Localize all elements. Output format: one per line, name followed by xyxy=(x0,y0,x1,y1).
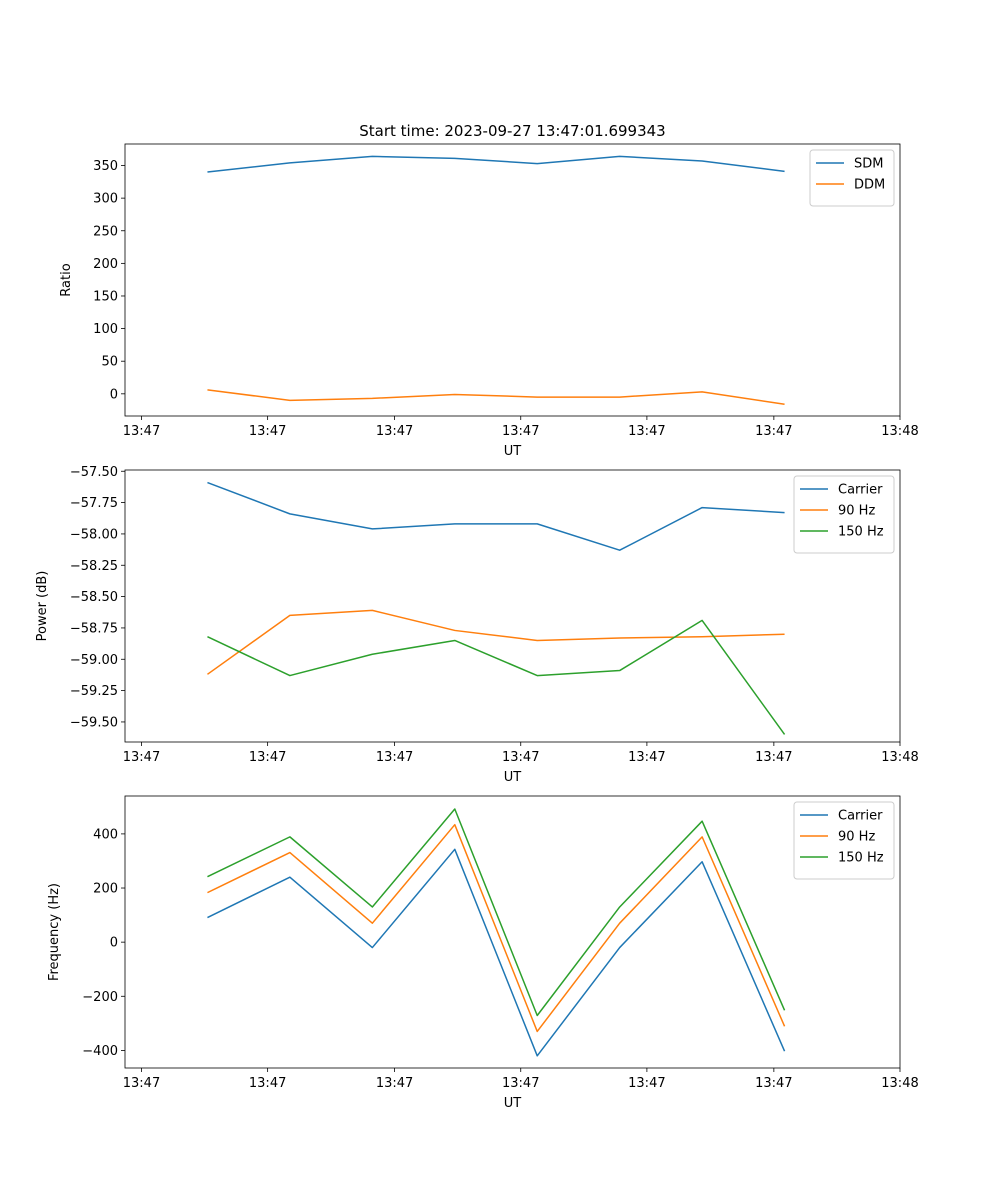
y-tick-label: −58.75 xyxy=(70,621,118,636)
series-line-ddm xyxy=(207,389,785,406)
y-tick-label: −59.00 xyxy=(70,653,118,668)
series-line-sdm xyxy=(207,155,785,173)
x-tick-label: 13:47 xyxy=(249,1076,286,1091)
y-axis-label: Power (dB) xyxy=(35,571,50,642)
y-tick-label: 400 xyxy=(93,827,118,842)
legend-label: SDM xyxy=(854,157,883,172)
legend: Carrier 90 Hz 150 Hz xyxy=(793,801,895,880)
legend-label: Carrier xyxy=(838,809,883,824)
x-tick-label: 13:48 xyxy=(881,750,918,765)
x-tick-label: 13:48 xyxy=(881,424,918,439)
axes-frame xyxy=(124,469,901,743)
legend-box xyxy=(793,475,895,554)
y-axis-label: Frequency (Hz) xyxy=(47,883,62,981)
y-tick-label: −58.50 xyxy=(70,590,118,605)
series-line-90-hz xyxy=(207,609,785,675)
y-tick-label: 200 xyxy=(93,257,118,272)
x-tick-label: 13:47 xyxy=(502,750,539,765)
x-tick-label: 13:47 xyxy=(376,750,413,765)
legend-label: 90 Hz xyxy=(838,504,875,519)
x-tick-label: 13:47 xyxy=(755,424,792,439)
legend: SDM DDM xyxy=(809,149,895,207)
chart-2: 13:47 13:47 13:47 13:47 13:47 13:47 13:48 −57.5… xyxy=(35,465,919,785)
x-axis-label: UT xyxy=(504,1096,522,1111)
series-line-carrier xyxy=(207,848,786,1057)
series-line-carrier xyxy=(207,481,785,551)
legend-label: 90 Hz xyxy=(838,830,875,845)
chart-3: 13:47 13:47 13:47 13:47 13:47 13:47 13:48 400 20… xyxy=(47,795,919,1111)
series-line-150-hz xyxy=(207,808,786,1017)
y-tick-label: −58.25 xyxy=(70,559,118,574)
legend-box xyxy=(793,801,895,880)
axes-frame xyxy=(124,143,901,417)
x-tick-label: 13:47 xyxy=(755,1076,792,1091)
chart-1: Start time: 2023-09-27 13:47:01.699343 13… xyxy=(59,122,919,459)
y-tick-label: 200 xyxy=(93,882,118,897)
legend-label: Carrier xyxy=(838,483,883,498)
y-tick-label: −200 xyxy=(82,990,118,1005)
y-tick-label: −57.75 xyxy=(70,496,118,511)
y-tick-label: 0 xyxy=(110,387,118,402)
y-tick-label: 150 xyxy=(93,289,118,304)
axes-frame xyxy=(124,795,901,1069)
y-tick-label: −59.50 xyxy=(70,715,118,730)
y-tick-label: 300 xyxy=(93,192,118,207)
y-tick-label: 100 xyxy=(93,322,118,337)
y-tick-label: 50 xyxy=(101,355,118,370)
x-tick-label: 13:47 xyxy=(376,1076,413,1091)
x-tick-label: 13:47 xyxy=(123,424,160,439)
x-axis-label: UT xyxy=(504,770,522,785)
chart-title: Start time: 2023-09-27 13:47:01.699343 xyxy=(359,122,665,140)
x-tick-label: 13:47 xyxy=(628,424,665,439)
x-tick-label: 13:47 xyxy=(376,424,413,439)
y-tick-label: −58.00 xyxy=(70,527,118,542)
x-tick-label: 13:47 xyxy=(249,750,286,765)
legend: Carrier 90 Hz 150 Hz xyxy=(793,475,895,554)
legend-label: 150 Hz xyxy=(838,851,884,866)
y-tick-label: 250 xyxy=(93,224,118,239)
y-tick-label: −400 xyxy=(82,1044,118,1059)
x-tick-label: 13:47 xyxy=(755,750,792,765)
legend-box xyxy=(809,149,895,207)
y-tick-label: −57.50 xyxy=(70,465,118,480)
x-tick-label: 13:47 xyxy=(123,750,160,765)
y-tick-label: −59.25 xyxy=(70,684,118,699)
y-axis-label: Ratio xyxy=(59,263,74,296)
x-tick-label: 13:47 xyxy=(628,1076,665,1091)
legend-label: 150 Hz xyxy=(838,525,884,540)
x-tick-label: 13:47 xyxy=(628,750,665,765)
y-tick-label: 350 xyxy=(93,159,118,174)
series-line-150-hz xyxy=(207,619,786,735)
x-tick-label: 13:48 xyxy=(881,1076,918,1091)
y-tick-label: 0 xyxy=(110,936,118,951)
legend-label: DDM xyxy=(854,178,885,193)
x-tick-label: 13:47 xyxy=(502,424,539,439)
x-tick-label: 13:47 xyxy=(502,1076,539,1091)
x-axis-label: UT xyxy=(504,444,522,459)
x-tick-label: 13:47 xyxy=(249,424,286,439)
x-tick-label: 13:47 xyxy=(123,1076,160,1091)
series-line-90-hz xyxy=(207,823,786,1033)
